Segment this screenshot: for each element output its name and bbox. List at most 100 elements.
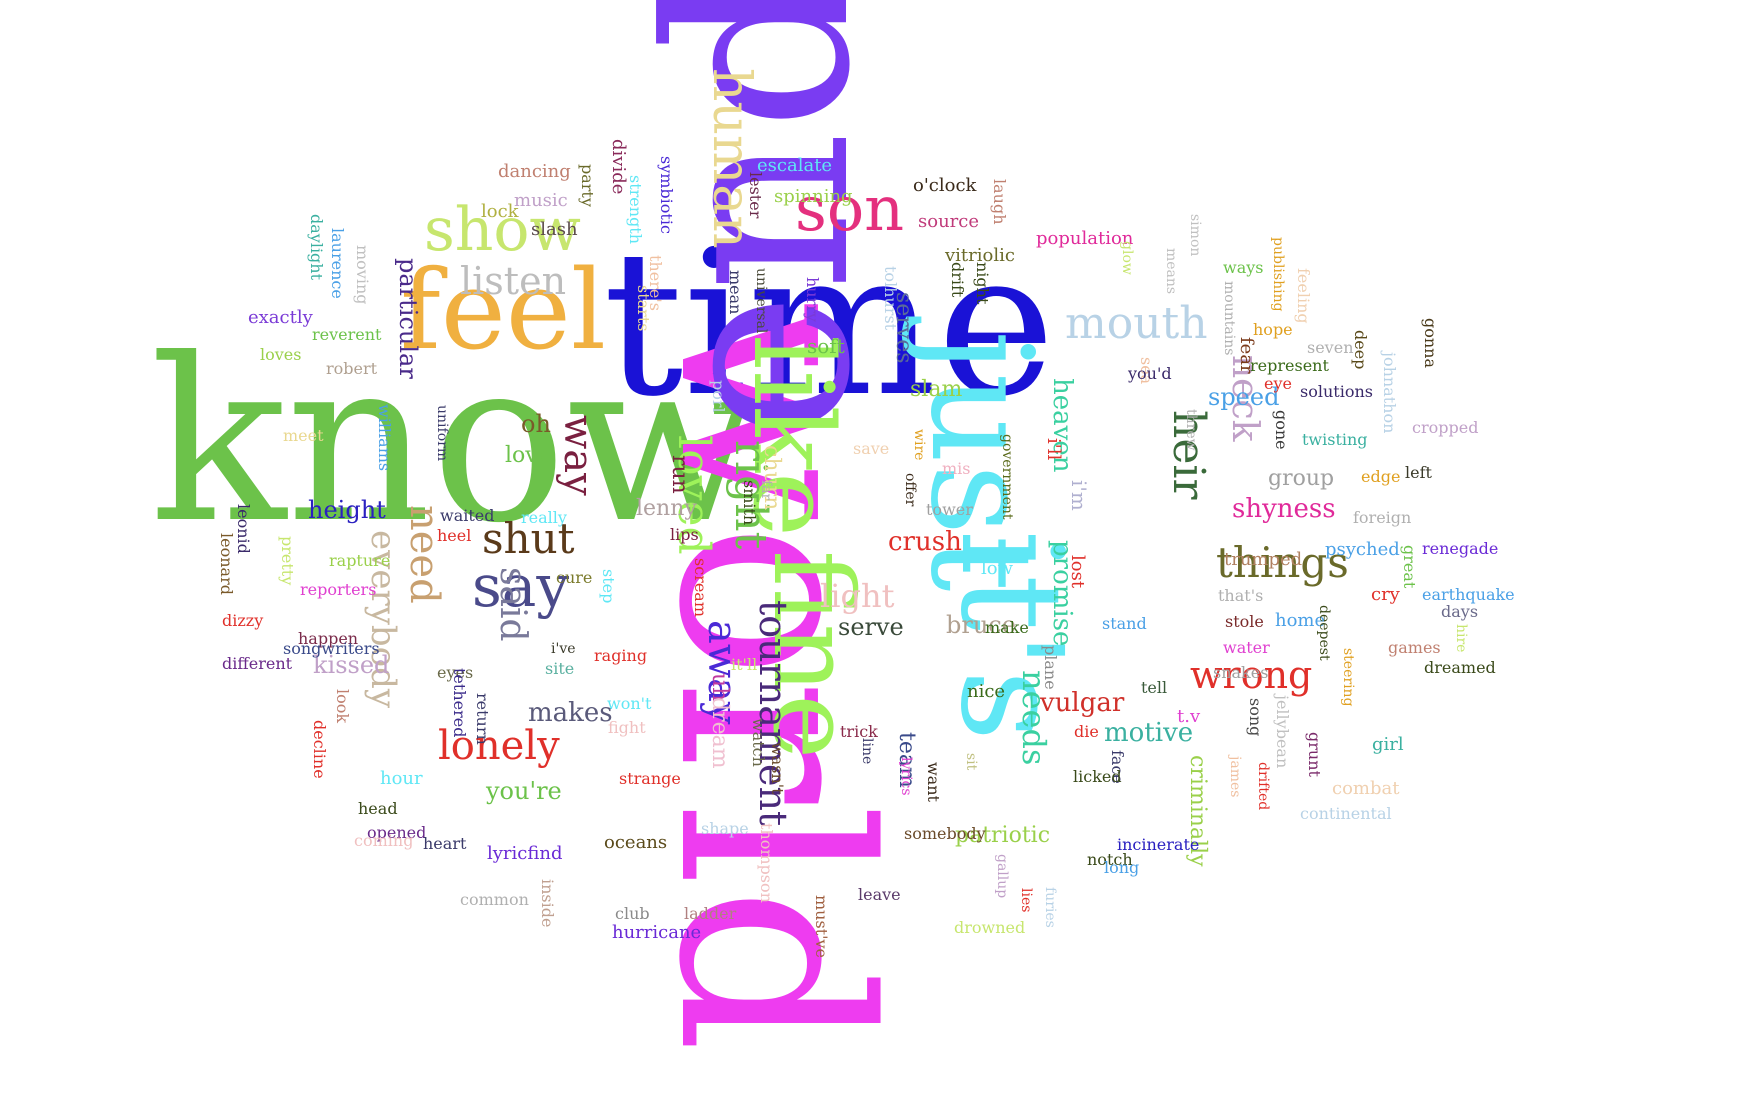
word-know: know <box>150 311 760 573</box>
word-lost: lost <box>1067 555 1088 589</box>
word-seven: seven <box>1307 338 1354 357</box>
word-solutions: solutions <box>1300 382 1373 401</box>
word-tethered: tethered <box>450 668 469 738</box>
word-strange: strange <box>619 769 681 788</box>
word-scream: scream <box>691 558 710 617</box>
word-rapture: rapture <box>329 551 391 570</box>
word-population: population <box>1036 228 1134 249</box>
word-divide: divide <box>608 139 629 195</box>
word-sit: sit <box>963 753 979 771</box>
word-continental: continental <box>1300 804 1392 823</box>
word-represent: represent <box>1250 356 1329 375</box>
word-plane: plane <box>1041 645 1060 690</box>
word-notch: notch <box>1087 850 1133 869</box>
word-johnathon: johnathon <box>1380 352 1399 434</box>
word-steering: steering <box>1340 648 1356 707</box>
word-return: return <box>473 693 492 745</box>
word-earthquake: earthquake <box>1422 585 1515 604</box>
word-girl: girl <box>1372 734 1404 755</box>
word-lenny: lenny <box>636 496 697 521</box>
word-make: make <box>985 618 1029 637</box>
word-hurry: hurry <box>803 277 822 322</box>
word-reverent: reverent <box>312 325 382 344</box>
word-things: things <box>1216 538 1349 587</box>
word-twisting: twisting <box>1302 430 1368 449</box>
word-licked: licked <box>1073 767 1122 786</box>
word-height: height <box>308 496 386 524</box>
word-grunt: grunt <box>1305 732 1324 777</box>
word-trick: trick <box>840 722 878 741</box>
word-hire: hire <box>1453 624 1469 653</box>
word-cure: cure <box>556 568 593 587</box>
word-shape: shape <box>701 819 749 838</box>
word-loves: loves <box>260 345 302 364</box>
word-light: light <box>820 577 895 615</box>
word-eye: eye <box>1264 374 1292 393</box>
word-dreamed: dreamed <box>1424 658 1496 677</box>
word-edge: edge <box>1361 467 1401 486</box>
word-mustve: must've <box>812 895 831 959</box>
word-look: look <box>333 689 352 724</box>
word-speed: speed <box>1208 383 1280 411</box>
word-song: song <box>1246 698 1265 737</box>
word-night: night <box>973 262 992 305</box>
word-tv: t.v <box>1177 706 1201 727</box>
word-feeling: feeling <box>1294 268 1313 324</box>
word-motive: motive <box>1104 718 1194 748</box>
word-listen: listen <box>460 259 567 303</box>
word-common: common <box>460 890 529 909</box>
word-robert: robert <box>326 359 378 378</box>
word-group: group <box>1268 466 1335 491</box>
word-combat: combat <box>1332 778 1400 799</box>
word-symbiotic: symbiotic <box>657 156 676 234</box>
word-long: long <box>1104 858 1140 877</box>
word-source: source <box>918 211 980 232</box>
word-mouth: mouth <box>1065 298 1208 349</box>
word-want: want <box>924 762 943 802</box>
word-mean: mean <box>726 270 745 315</box>
word-mountains: mountains <box>1221 281 1237 356</box>
word-deep: deep <box>1351 330 1370 370</box>
word-daylight: daylight <box>307 214 326 281</box>
word-low: low <box>981 558 1014 579</box>
word-show: show <box>424 195 581 265</box>
word-mis: mis <box>942 459 971 478</box>
word-furies: furies <box>1042 887 1058 928</box>
word-dancing: dancing <box>498 161 571 182</box>
word-say: say <box>472 552 570 620</box>
word-way: way <box>555 415 601 496</box>
word-fight: fight <box>608 718 646 737</box>
word-foreign: foreign <box>1353 508 1412 527</box>
word-im: i'm <box>1067 480 1091 511</box>
word-oclock: o'clock <box>913 175 977 196</box>
word-hour: hour <box>380 768 423 789</box>
word-great: great <box>1400 545 1419 589</box>
word-waited: waited <box>440 506 495 525</box>
word-time: time <box>603 208 1056 441</box>
word-soft: soft <box>807 334 845 358</box>
word-wire: wire <box>911 429 927 461</box>
word-lonely: lonely <box>438 723 560 769</box>
word-bruce: bruce <box>946 611 1016 639</box>
word-gone: gone <box>1272 410 1291 450</box>
word-eyes: eyes <box>437 663 474 682</box>
word-government: government <box>999 434 1015 520</box>
word-vulgar: vulgar <box>1040 688 1125 718</box>
word-cropped: cropped <box>1412 418 1479 437</box>
word-lock: lock <box>481 201 519 222</box>
word-threw: threw <box>1183 409 1199 451</box>
word-line: line <box>859 738 875 765</box>
word-nice: nice <box>967 681 1006 702</box>
word-coming: coming <box>354 831 414 850</box>
word-pretty: pretty <box>278 536 297 586</box>
word-drifted: drifted <box>1255 762 1271 811</box>
word-williams: williams <box>375 404 394 472</box>
word-party: party <box>578 164 597 207</box>
word-site: site <box>545 659 575 678</box>
word-cry: cry <box>1371 584 1400 605</box>
word-decline: decline <box>310 720 329 779</box>
word-ladder: ladder <box>684 904 737 923</box>
word-deepest: deepest <box>1316 605 1332 661</box>
word-water: water <box>1223 638 1270 657</box>
